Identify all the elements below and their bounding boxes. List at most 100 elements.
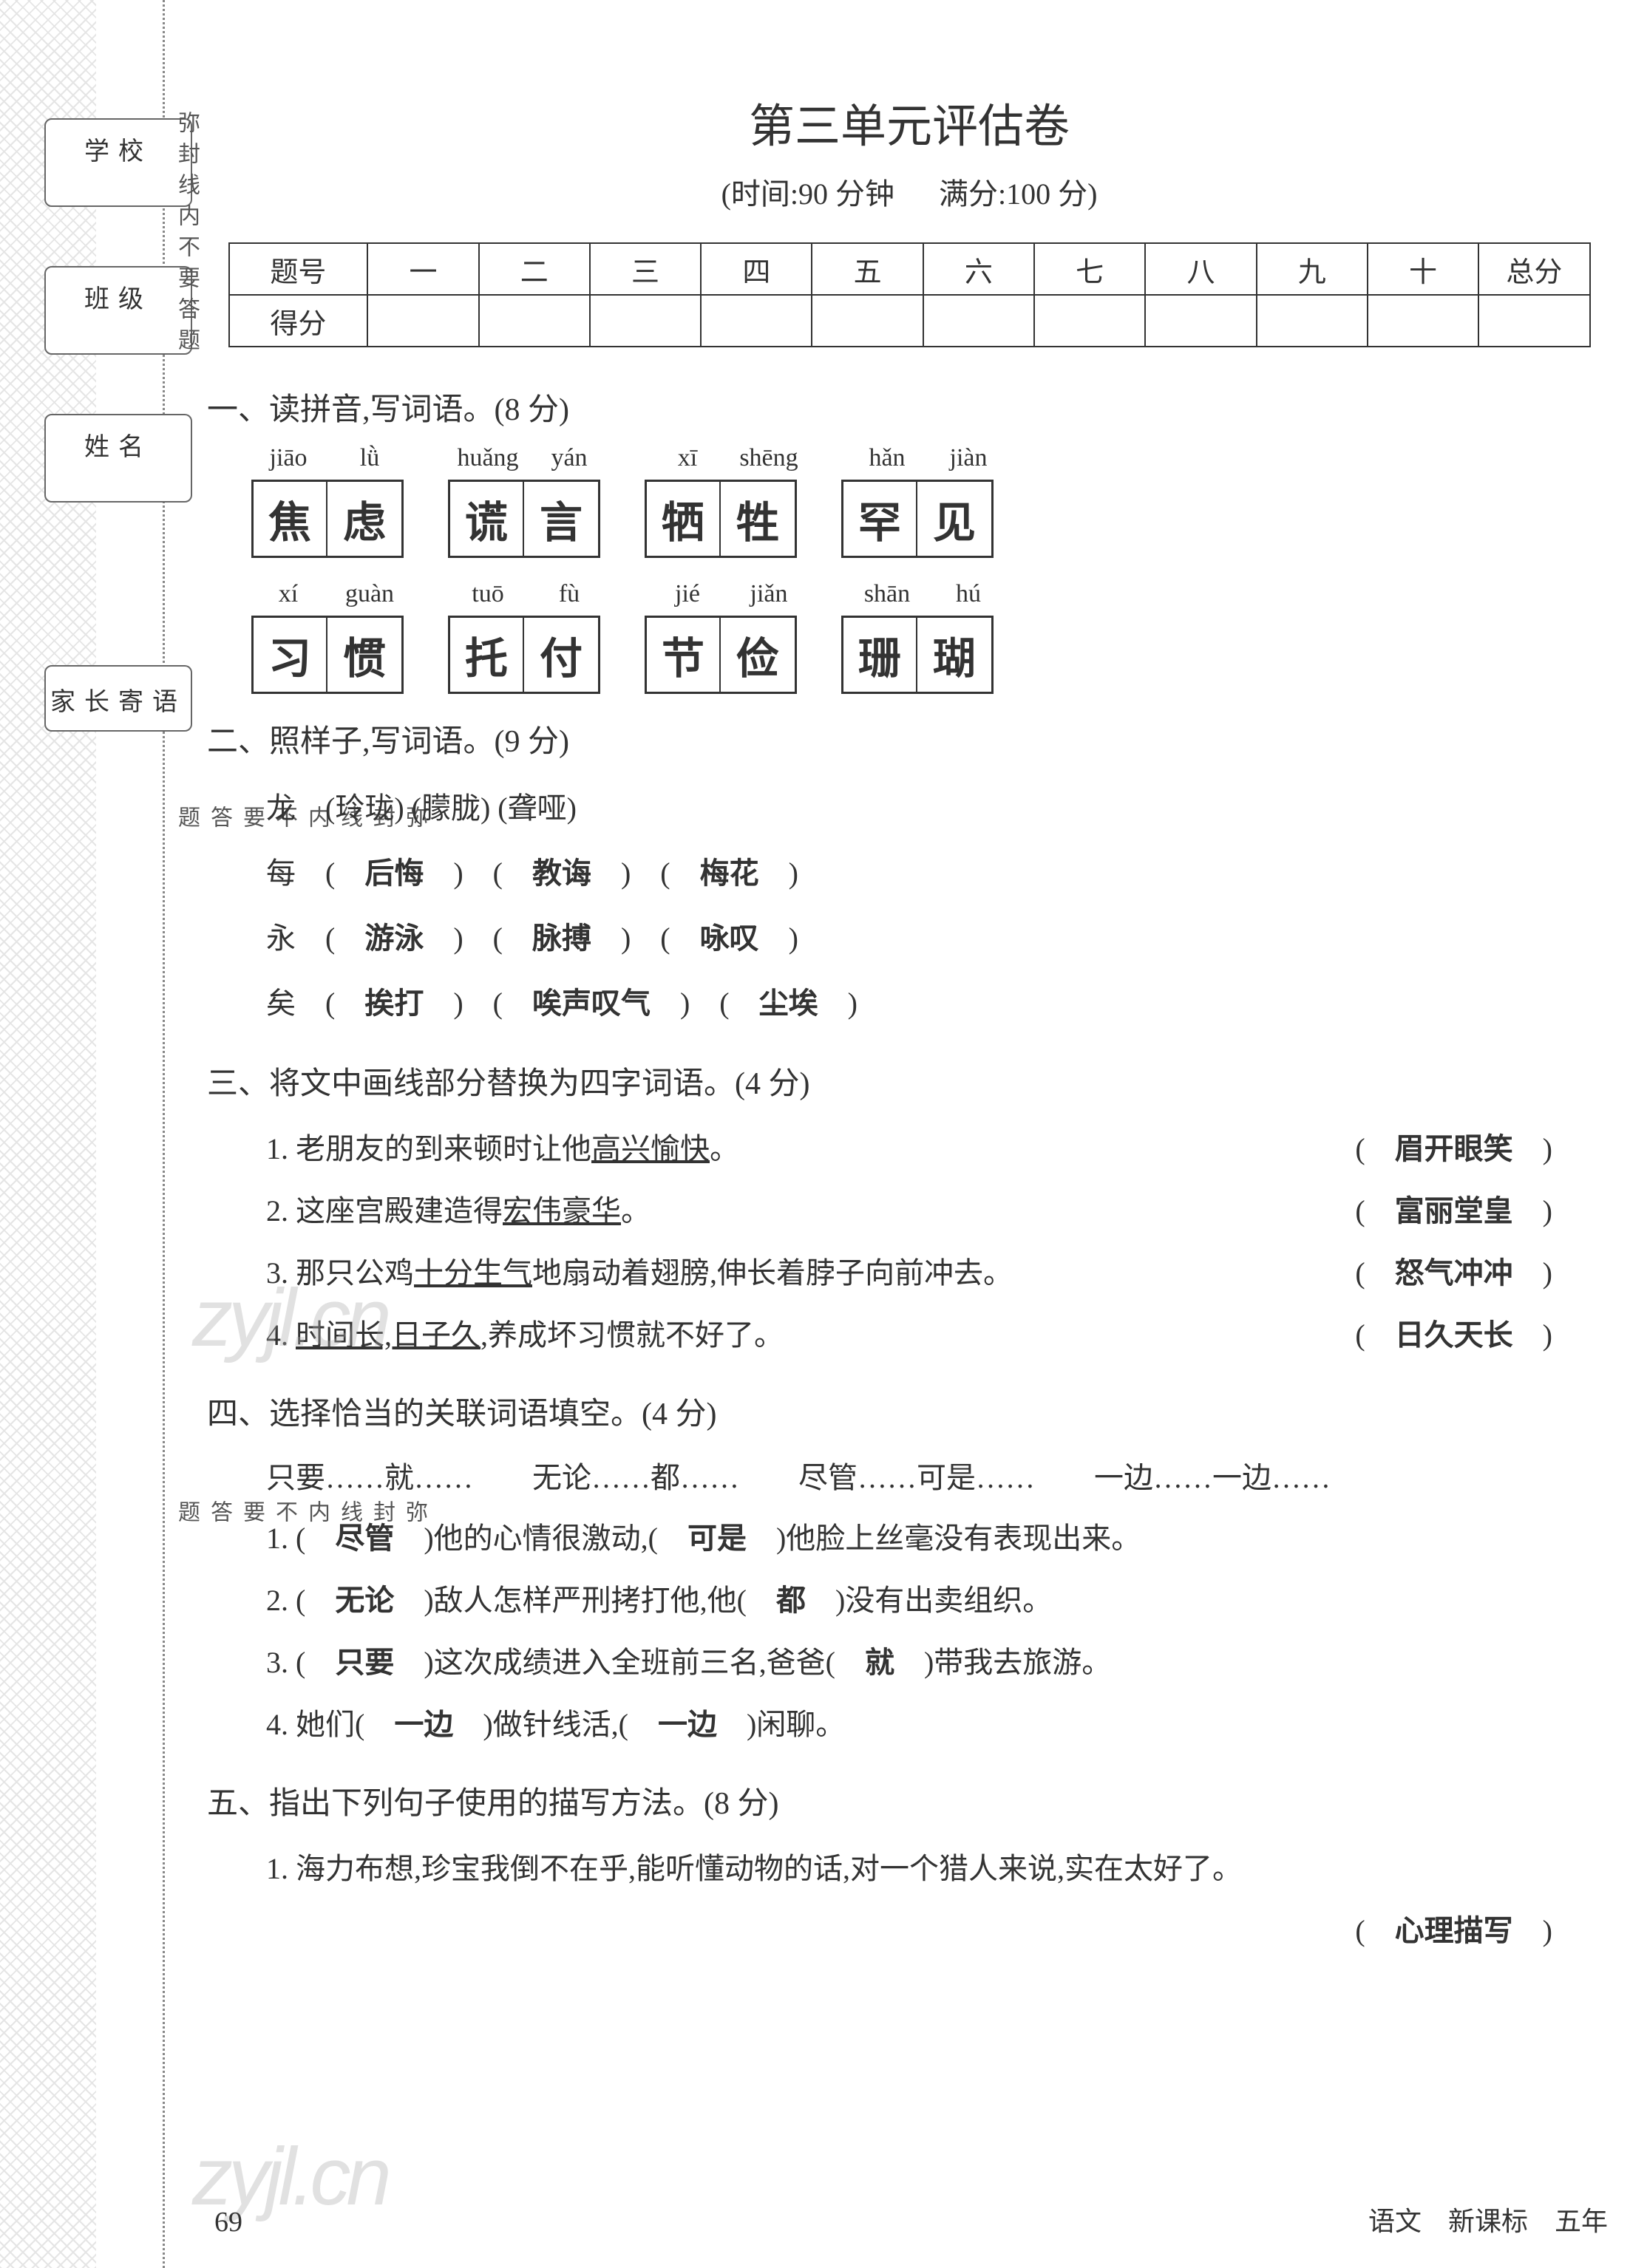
char-cell: 谎 [450,482,524,556]
name-box: 姓名 [44,414,192,503]
char-cell: 习 [254,618,327,692]
blank-cell[interactable] [701,295,812,347]
row-label: 题号 [229,243,368,295]
char-cell: 焦 [254,482,327,556]
char-cell: 罕 [843,482,917,556]
q2-heading: 二、照样子,写词语。(9 分) [207,716,1612,761]
col: 八 [1145,243,1256,295]
pinyin-cell: hú [931,580,1005,608]
col: 二 [479,243,590,295]
q1-container: jiāolǜhuǎngyánxīshēnghǎnjiàn焦虑谎言牺牲罕见xígu… [207,444,1612,694]
char-group: 焦虑 [251,480,404,558]
char-cell: 俭 [721,618,795,692]
class-label: 班级 [84,286,152,313]
col: 一 [367,243,478,295]
char-cell: 托 [450,618,524,692]
q2-line: 永 ( 游泳 ) ( 脉搏 ) ( 咏叹 ) [266,906,1612,971]
q1-heading: 一、读拼音,写词语。(8 分) [207,384,1612,429]
time-info: (时间:90 分钟 [721,177,894,211]
col: 四 [701,243,812,295]
char-cell: 瑚 [917,618,991,692]
q4-line: 2. ( 无论 )敌人怎样严刑拷打他,他( 都 )没有出卖组织。 [266,1570,1612,1632]
blank-cell[interactable] [1368,295,1478,347]
pinyin-cell: shān [850,580,924,608]
char-group: 托付 [448,616,600,694]
main-content: 第三单元评估卷 (时间:90 分钟 满分:100 分) 题号 一 二 三 四 五… [207,89,1612,1962]
table-row: 得分 [229,295,1590,347]
blank-cell[interactable] [1478,295,1589,347]
pinyin-cell: yán [532,444,606,472]
q3-line: 2. 这座宫殿建造得宏伟豪华。( 富丽堂皇 ) [266,1180,1612,1242]
pinyin-cell: shēng [732,444,806,472]
q3-heading: 三、将文中画线部分替换为四字词语。(4 分) [207,1058,1612,1103]
col: 十 [1368,243,1478,295]
name-label: 姓名 [84,434,152,461]
q4-line: 1. ( 尽管 )他的心情很激动,( 可是 )他脸上丝毫没有表现出来。 [266,1508,1612,1570]
score-table: 题号 一 二 三 四 五 六 七 八 九 十 总分 得分 [228,242,1591,347]
char-group: 珊瑚 [841,616,994,694]
col: 三 [590,243,701,295]
q4-line: 4. 她们( 一边 )做针线活,( 一边 )闲聊。 [266,1694,1612,1756]
q4-line: 3. ( 只要 )这次成绩进入全班前三名,爸爸( 就 )带我去旅游。 [266,1632,1612,1694]
char-cell: 牲 [721,482,795,556]
pinyin-cell: jiǎn [732,580,806,608]
char-cell: 虑 [327,482,401,556]
char-group: 节俭 [645,616,797,694]
col: 七 [1034,243,1145,295]
page-title: 第三单元评估卷 [207,89,1612,155]
q2-line: 龙 (玲珑) (朦胧) (聋哑) [266,776,1612,841]
parent-msg-label: 家长寄语 [50,689,186,716]
q2-container: 龙 (玲珑) (朦胧) (聋哑)每 ( 后悔 ) ( 教诲 ) ( 梅花 )永 … [207,776,1612,1036]
blank-cell[interactable] [367,295,478,347]
q4-options: 只要……就…… 无论……都…… 尽管……可是…… 一边……一边…… [266,1448,1612,1508]
pinyin-cell: guàn [333,580,407,608]
q3-line: 4. 时间长,日子久,养成坏习惯就不好了。( 日久天长 ) [266,1304,1612,1366]
school-label: 学校 [84,138,152,166]
blank-cell[interactable] [1145,295,1256,347]
col: 九 [1257,243,1368,295]
char-cell: 付 [524,618,598,692]
char-cell: 节 [647,618,721,692]
char-group: 罕见 [841,480,994,558]
q3-line: 1. 老朋友的到来顿时让他高兴愉快。( 眉开眼笑 ) [266,1118,1612,1180]
blank-cell[interactable] [923,295,1034,347]
char-cell: 见 [917,482,991,556]
seal-text-1: 弥封线内不要答题 [170,111,203,359]
q5-heading: 五、指出下列句子使用的描写方法。(8 分) [207,1778,1612,1823]
q2-line: 每 ( 后悔 ) ( 教诲 ) ( 梅花 ) [266,841,1612,906]
blank-cell[interactable] [479,295,590,347]
pinyin-cell: xī [651,444,724,472]
q3-line: 3. 那只公鸡十分生气地扇动着翅膀,伸长着脖子向前冲去。( 怒气冲冲 ) [266,1242,1612,1304]
q3-container: 1. 老朋友的到来顿时让他高兴愉快。( 眉开眼笑 )2. 这座宫殿建造得宏伟豪华… [207,1118,1612,1366]
footer-right: 语文 新课标 五年 [1368,2200,1608,2238]
char-group: 牺牲 [645,480,797,558]
q5-answer-line: ( 心理描写 ) [266,1900,1612,1962]
pinyin-cell: jiàn [931,444,1005,472]
q2-line: 矣 ( 挨打 ) ( 唉声叹气 ) ( 尘埃 ) [266,971,1612,1036]
q4-heading: 四、选择恰当的关联词语填空。(4 分) [207,1389,1612,1434]
pinyin-cell: tuō [451,580,525,608]
blank-cell[interactable] [590,295,701,347]
char-cell: 惯 [327,618,401,692]
col: 五 [812,243,923,295]
pinyin-cell: xí [251,580,325,608]
pinyin-cell: huǎng [451,444,525,472]
char-cell: 牺 [647,482,721,556]
pinyin-cell: hǎn [850,444,924,472]
pinyin-cell: jié [651,580,724,608]
char-group: 谎言 [448,480,600,558]
score-info: 满分:100 分) [939,177,1097,211]
subtitle: (时间:90 分钟 满分:100 分) [207,170,1612,213]
blank-cell[interactable] [812,295,923,347]
col: 六 [923,243,1034,295]
row-label: 得分 [229,295,368,347]
char-cell: 珊 [843,618,917,692]
blank-cell[interactable] [1257,295,1368,347]
sidebar: 学校 弥封线内不要答题 班级 姓名 家长寄语 弥封线内不要答题 弥封线内不要答题 [44,118,192,761]
q5-line: 1. 海力布想,珍宝我倒不在乎,能听懂动物的话,对一个猎人来说,实在太好了。 [266,1838,1612,1900]
table-row: 题号 一 二 三 四 五 六 七 八 九 十 总分 [229,243,1590,295]
blank-cell[interactable] [1034,295,1145,347]
char-cell: 言 [524,482,598,556]
q5-container: 1. 海力布想,珍宝我倒不在乎,能听懂动物的话,对一个猎人来说,实在太好了。( … [207,1838,1612,1962]
col: 总分 [1478,243,1589,295]
